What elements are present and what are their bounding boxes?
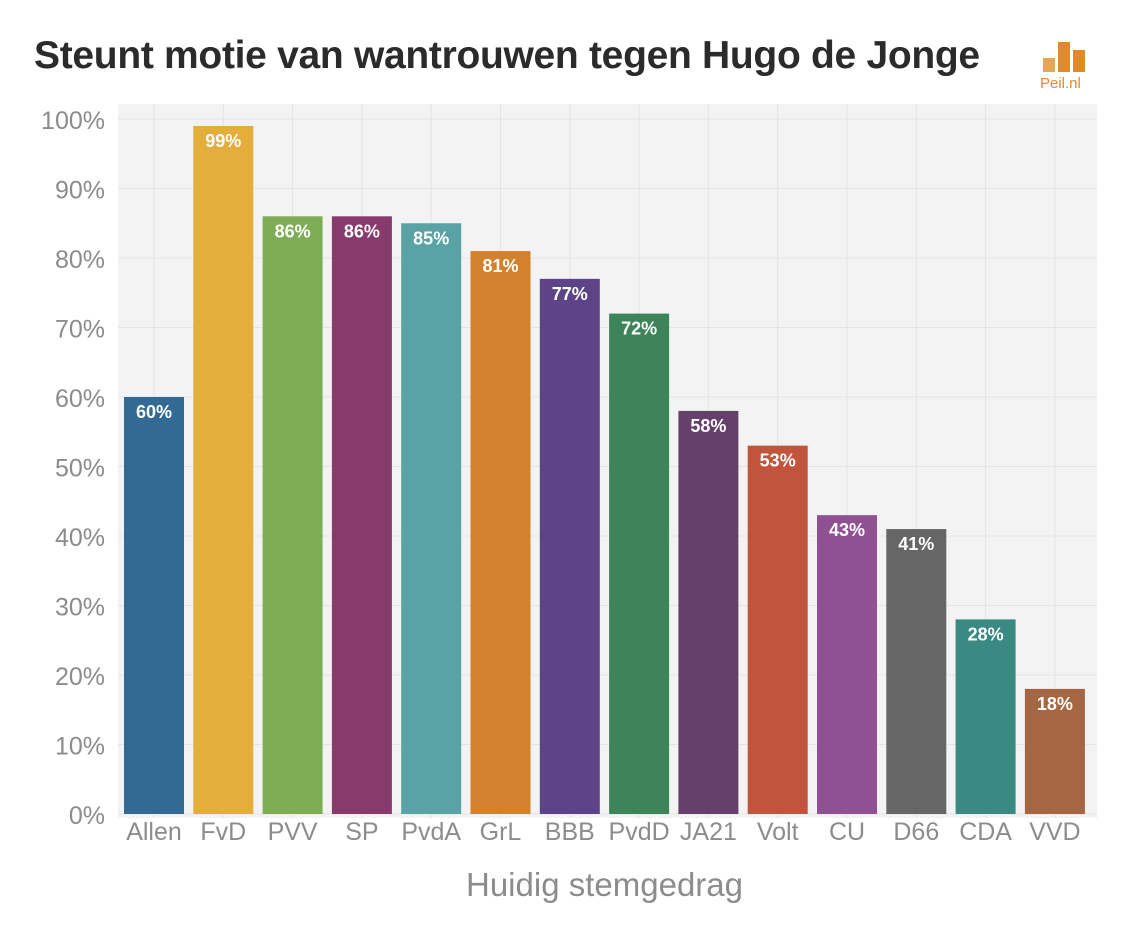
data-label: 28%	[968, 624, 1004, 644]
x-tick-label: Allen	[126, 818, 182, 846]
y-tick-label: 90%	[55, 177, 105, 205]
data-label: 41%	[898, 534, 934, 554]
x-tick-label: SP	[345, 818, 378, 846]
data-label: 72%	[621, 319, 657, 339]
y-tick-label: 70%	[55, 316, 105, 344]
y-tick-label: 60%	[55, 385, 105, 413]
data-label: 58%	[690, 416, 726, 436]
bar-ja21	[678, 410, 739, 814]
y-tick-label: 80%	[55, 246, 105, 274]
y-tick-label: 100%	[41, 107, 105, 135]
bar-sp	[331, 216, 392, 815]
data-label: 53%	[760, 451, 796, 471]
x-tick-label: GrL	[480, 818, 522, 846]
x-axis-ticks: Allen FvD PVV SP PvdA GrL BBB PvdD JA21 Volt CU D66…	[126, 818, 1080, 846]
bar-volt	[747, 445, 808, 814]
data-label: 85%	[413, 228, 449, 248]
y-tick-label: 50%	[55, 455, 105, 483]
x-tick-label: CDA	[959, 818, 1012, 846]
data-label: 81%	[482, 256, 518, 276]
bar-pvda	[401, 223, 462, 814]
x-axis-title: Huidig stemgedrag	[466, 866, 743, 903]
bars: 60% 99% 86% 86% 85% 81% 77% 72% 58% 53% 43% 41% 28% 1…	[124, 125, 1085, 815]
bar-logo-icon	[1043, 42, 1085, 72]
bar-cu	[817, 515, 877, 814]
x-tick-label: PvdA	[401, 818, 461, 846]
data-label: 99%	[205, 131, 241, 151]
x-tick-label: D66	[893, 818, 939, 846]
x-tick-label: CU	[829, 818, 865, 846]
x-tick-label: PvdD	[609, 818, 670, 846]
data-label: 77%	[552, 284, 588, 304]
data-label: 86%	[275, 221, 311, 241]
y-axis-ticks: 0% 10% 20% 30% 40% 50% 60% 70% 80% 90% 100%	[41, 107, 105, 830]
x-tick-label: BBB	[545, 818, 595, 846]
bar-grl	[470, 251, 531, 815]
y-tick-label: 0%	[69, 802, 105, 830]
chart-title: Steunt motie van wantrouwen tegen Hugo d…	[34, 34, 980, 77]
data-label: 60%	[136, 402, 172, 422]
x-tick-label: PVV	[268, 818, 318, 846]
data-label: 18%	[1037, 694, 1073, 714]
bar-pvv	[262, 216, 323, 815]
data-label: 86%	[344, 221, 380, 241]
y-tick-label: 10%	[55, 733, 105, 761]
y-tick-label: 30%	[55, 594, 105, 622]
bar-vvd	[1024, 688, 1085, 814]
x-tick-label: Volt	[757, 818, 799, 846]
bar-bbb	[539, 278, 600, 815]
x-tick-label: VVD	[1029, 818, 1080, 846]
bar-cda	[955, 619, 1016, 814]
data-label: 43%	[829, 520, 865, 540]
bar-d66	[886, 529, 947, 814]
y-tick-label: 20%	[55, 663, 105, 691]
x-tick-label: JA21	[680, 818, 737, 846]
bar-allen	[124, 397, 184, 814]
y-tick-label: 40%	[55, 524, 105, 552]
bar-pvdd	[609, 313, 670, 814]
x-tick-label: FvD	[200, 818, 246, 846]
bar-fvd	[193, 125, 254, 814]
logo-text: Peil.nl	[1040, 75, 1081, 92]
